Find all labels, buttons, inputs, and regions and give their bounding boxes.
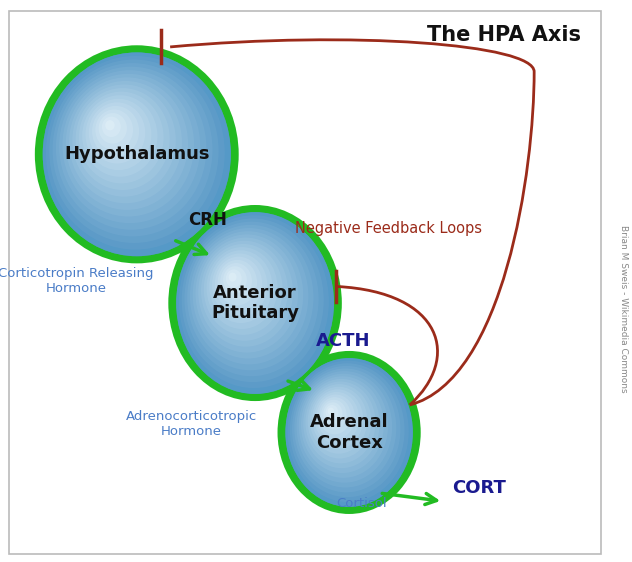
Ellipse shape [204,244,283,335]
Text: Brian M Sweis - Wikimedia Commons: Brian M Sweis - Wikimedia Commons [619,225,628,393]
Ellipse shape [319,397,351,434]
Ellipse shape [209,250,272,323]
Ellipse shape [66,78,188,210]
Text: CORT: CORT [453,478,506,497]
Ellipse shape [303,379,380,468]
Ellipse shape [72,84,176,197]
Ellipse shape [179,215,329,388]
Ellipse shape [277,351,421,514]
Ellipse shape [52,63,212,237]
Ellipse shape [187,225,313,370]
Text: Cortisol: Cortisol [336,497,387,510]
Ellipse shape [195,234,298,352]
Ellipse shape [185,221,319,376]
Ellipse shape [229,273,236,282]
Ellipse shape [201,241,288,341]
Ellipse shape [56,67,207,230]
Ellipse shape [305,382,375,463]
Ellipse shape [314,392,359,444]
Ellipse shape [310,387,367,454]
Ellipse shape [301,377,384,473]
Text: Adrenal
Cortex: Adrenal Cortex [310,413,389,452]
Ellipse shape [198,238,293,347]
Ellipse shape [215,257,262,311]
Ellipse shape [299,374,388,478]
Ellipse shape [223,266,246,293]
Ellipse shape [328,407,334,415]
Ellipse shape [35,46,239,264]
Ellipse shape [89,102,145,164]
Ellipse shape [85,99,151,170]
Ellipse shape [324,402,343,425]
Ellipse shape [308,384,372,459]
Ellipse shape [43,52,231,256]
Ellipse shape [290,363,404,497]
Ellipse shape [182,219,324,382]
Ellipse shape [317,395,355,439]
Ellipse shape [168,205,342,401]
Text: CRH: CRH [188,211,228,229]
Ellipse shape [82,95,157,176]
Text: Hypothalamus: Hypothalamus [64,146,210,164]
Ellipse shape [217,260,257,305]
Ellipse shape [92,106,139,157]
Ellipse shape [79,92,164,183]
Ellipse shape [212,253,267,317]
Ellipse shape [102,117,121,137]
Ellipse shape [106,120,114,130]
Ellipse shape [312,389,363,449]
Ellipse shape [176,212,334,394]
Ellipse shape [296,371,392,483]
Ellipse shape [76,88,169,190]
Ellipse shape [43,52,231,256]
Text: Anterior
Pituitary: Anterior Pituitary [211,284,299,323]
Ellipse shape [325,405,338,420]
Ellipse shape [221,263,252,300]
Ellipse shape [207,247,277,329]
Ellipse shape [288,361,409,502]
Ellipse shape [286,358,413,507]
Ellipse shape [295,369,396,487]
Ellipse shape [321,400,346,429]
Ellipse shape [69,81,182,203]
Text: Adrenocorticotropic
Hormone: Adrenocorticotropic Hormone [126,410,257,438]
Ellipse shape [59,70,200,223]
Ellipse shape [63,74,194,216]
Ellipse shape [190,228,308,364]
Ellipse shape [95,110,133,150]
Text: The HPA Axis: The HPA Axis [427,25,581,45]
Ellipse shape [176,212,334,394]
Ellipse shape [193,231,303,359]
Text: Negative Feedback Loops: Negative Feedback Loops [295,221,482,236]
Ellipse shape [46,56,225,250]
Text: ACTH: ACTH [316,332,370,350]
Text: Corticotropin Releasing
Hormone: Corticotropin Releasing Hormone [0,268,154,295]
Ellipse shape [99,113,127,144]
Ellipse shape [49,60,219,243]
Ellipse shape [286,358,413,507]
Ellipse shape [292,366,401,492]
Ellipse shape [226,269,241,288]
